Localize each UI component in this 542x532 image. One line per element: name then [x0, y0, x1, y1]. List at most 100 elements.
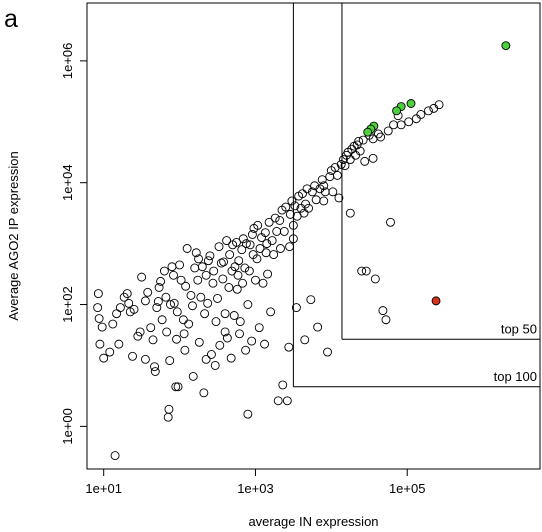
data-point [216, 258, 226, 268]
y-tick-label: 1e+00 [60, 408, 75, 445]
data-point [219, 257, 229, 267]
data-point [201, 270, 211, 280]
data-point [241, 345, 251, 355]
data-point [173, 382, 183, 392]
threshold-box-label: top 50 [501, 321, 537, 336]
data-point [226, 353, 236, 363]
data-point [169, 270, 178, 280]
data-point [208, 278, 218, 288]
data-point [234, 256, 244, 266]
data-point [232, 284, 242, 294]
data-point [143, 287, 153, 297]
data-point [383, 126, 393, 136]
axes: 1e+01 1e+03 1e+05 1e+00 1e+02 1e+04 1e+06 [60, 43, 425, 496]
data-point [253, 220, 263, 230]
data-point [357, 266, 367, 276]
data-point [203, 298, 213, 308]
data-point [190, 263, 200, 273]
data-point [434, 100, 444, 110]
data-point [340, 161, 350, 171]
threshold-box-label: top 100 [494, 369, 537, 384]
data-point [218, 274, 228, 284]
data-point [243, 409, 253, 419]
data-point [196, 292, 206, 302]
data-point [165, 356, 175, 366]
data-point [137, 272, 147, 282]
data-point [411, 114, 421, 124]
data-point [396, 120, 406, 130]
data-point [334, 193, 344, 203]
data-point [157, 315, 167, 325]
data-point [245, 240, 255, 250]
data-point [273, 396, 283, 406]
data-point [161, 292, 171, 302]
data-point [178, 315, 188, 325]
data-point [278, 380, 288, 390]
panel-label: a [4, 5, 18, 33]
data-point [424, 106, 433, 116]
data-point [299, 208, 309, 218]
data-point [194, 337, 204, 347]
data-point [172, 334, 181, 344]
data-point [361, 266, 371, 276]
data-point [110, 451, 120, 461]
data-point [238, 278, 248, 288]
data-point [300, 335, 310, 345]
data-point [373, 129, 383, 139]
data-point [260, 228, 270, 238]
data-point [284, 342, 294, 352]
highlighted-point-red [431, 296, 441, 306]
data-point [181, 281, 191, 291]
data-point [211, 317, 221, 327]
data-point [237, 245, 247, 255]
data-point [159, 266, 169, 276]
data-point [206, 350, 216, 359]
x-tick-label: 1e+05 [389, 481, 426, 496]
data-point [381, 315, 391, 325]
data-point [146, 323, 156, 333]
highlighted-point-green [363, 127, 373, 137]
data-point [182, 244, 192, 253]
x-tick-label: 1e+01 [85, 481, 122, 496]
data-point [272, 226, 282, 236]
data-point [201, 354, 211, 364]
data-point [317, 175, 327, 185]
data-point [240, 263, 250, 273]
x-axis-label: average IN expression [248, 514, 378, 529]
data-point [152, 303, 162, 313]
data-point [135, 327, 145, 337]
data-point [140, 354, 150, 364]
data-point [269, 250, 279, 260]
threshold-boxes: top 100 top 50 [292, 3, 540, 388]
data-point [351, 150, 361, 160]
data-point [336, 159, 346, 169]
data-point [235, 317, 245, 327]
data-point [179, 329, 189, 339]
data-point [171, 382, 181, 392]
highlighted-point-green [406, 99, 416, 108]
data-point [332, 170, 342, 180]
data-point [224, 283, 234, 292]
data-point [163, 412, 173, 422]
x-tick-label: 1e+03 [237, 481, 274, 496]
data-point [140, 296, 150, 306]
data-point [232, 237, 241, 247]
data-point [386, 217, 395, 227]
data-point [99, 353, 109, 363]
data-point [188, 371, 198, 381]
data-point [220, 309, 230, 319]
data-point [266, 307, 276, 317]
data-point [176, 275, 186, 285]
data-point [229, 311, 239, 320]
data-point [285, 209, 295, 219]
data-point [180, 345, 190, 355]
data-point [108, 319, 118, 329]
data-point [172, 307, 182, 317]
data-point [162, 327, 172, 337]
data-point [290, 201, 300, 211]
data-point [153, 297, 163, 306]
data-point [235, 329, 244, 339]
data-point [164, 404, 174, 414]
data-point [281, 202, 291, 212]
